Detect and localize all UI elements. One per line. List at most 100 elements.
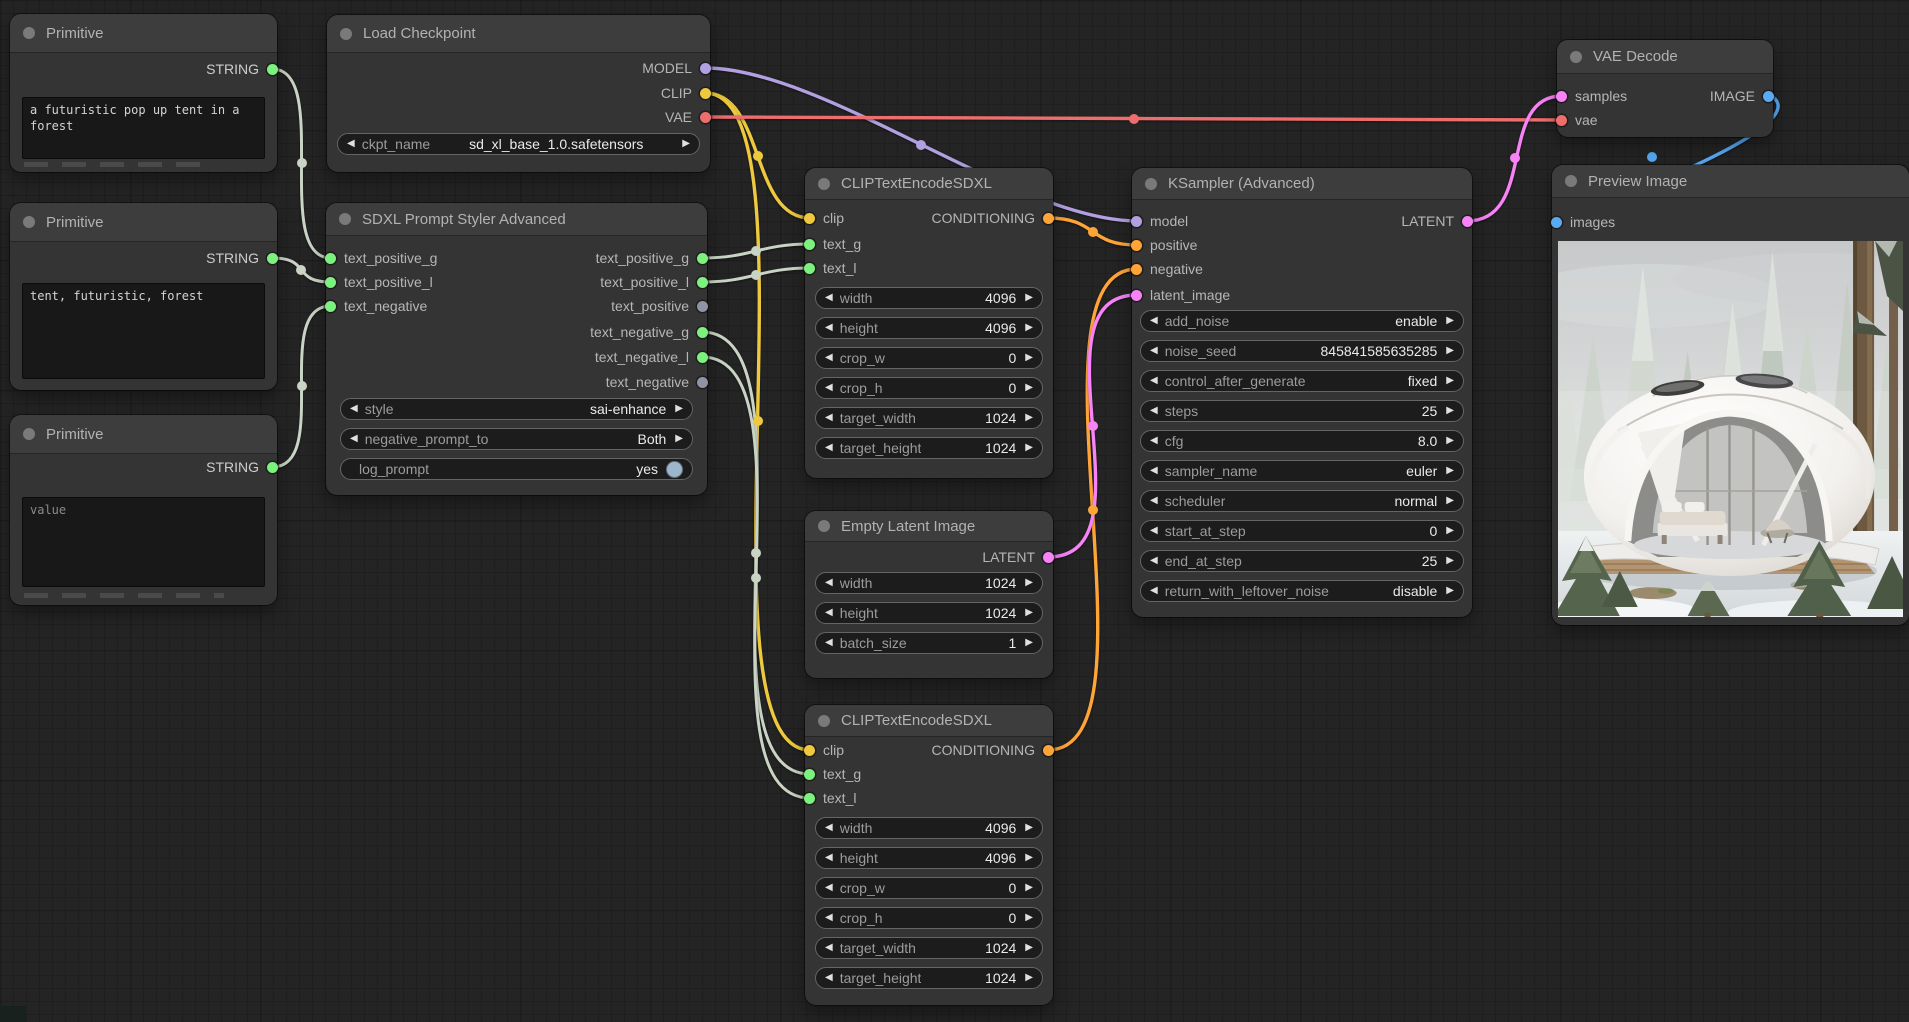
input-slot-clip[interactable]: clip bbox=[804, 208, 844, 228]
widget-right-arrow-icon[interactable]: ▶ bbox=[1025, 412, 1033, 423]
node-collapse-dot-icon[interactable] bbox=[23, 27, 35, 39]
output-slot-text-negative-g[interactable]: text_negative_g bbox=[590, 322, 708, 342]
widget-add-noise[interactable]: ◀ add_noise enable ▶ bbox=[1140, 310, 1464, 332]
widget-left-arrow-icon[interactable]: ◀ bbox=[350, 433, 358, 444]
node-clip-text-encode-bottom[interactable]: CLIPTextEncodeSDXL clip CONDITIONING tex… bbox=[804, 705, 1054, 1005]
widget-width[interactable]: ◀ width 1024 ▶ bbox=[815, 572, 1043, 594]
output-slot-dot[interactable] bbox=[1043, 212, 1054, 224]
input-slot-text-negative[interactable]: text_negative bbox=[325, 296, 427, 316]
input-slot-dot[interactable] bbox=[1131, 215, 1142, 227]
node-titlebar[interactable]: Load Checkpoint bbox=[327, 15, 710, 52]
output-slot-dot[interactable] bbox=[267, 461, 278, 473]
widget-left-arrow-icon[interactable]: ◀ bbox=[825, 972, 833, 983]
output-slot-dot[interactable] bbox=[697, 351, 708, 363]
input-slot-dot[interactable] bbox=[804, 262, 815, 274]
input-slot-dot[interactable] bbox=[804, 768, 815, 780]
widget-noise-seed[interactable]: ◀ noise_seed 845841585635285 ▶ bbox=[1140, 340, 1464, 362]
node-collapse-dot-icon[interactable] bbox=[340, 27, 352, 40]
output-slot-clip[interactable]: CLIP bbox=[661, 83, 711, 103]
widget-right-arrow-icon[interactable]: ▶ bbox=[1025, 577, 1033, 588]
output-slot-text-negative-l[interactable]: text_negative_l bbox=[595, 347, 708, 367]
node-titlebar[interactable]: VAE Decode bbox=[1557, 40, 1773, 73]
widget-left-arrow-icon[interactable]: ◀ bbox=[825, 442, 833, 453]
widget-right-arrow-icon[interactable]: ▶ bbox=[1025, 637, 1033, 648]
input-slot-dot[interactable] bbox=[325, 300, 336, 312]
widget-right-arrow-icon[interactable]: ▶ bbox=[1025, 322, 1033, 333]
widget-crop-h[interactable]: ◀ crop_h 0 ▶ bbox=[815, 377, 1043, 399]
widget-right-arrow-icon[interactable]: ▶ bbox=[1025, 852, 1033, 863]
output-slot-latent[interactable]: LATENT bbox=[1401, 211, 1473, 231]
widget-negative-prompt-to[interactable]: ◀ negative_prompt_to Both ▶ bbox=[340, 428, 693, 450]
input-slot-dot[interactable] bbox=[325, 252, 336, 264]
widget-right-arrow-icon[interactable]: ▶ bbox=[1446, 465, 1454, 476]
output-slot-dot[interactable] bbox=[267, 63, 278, 75]
widget-right-arrow-icon[interactable]: ▶ bbox=[1446, 345, 1454, 356]
widget-left-arrow-icon[interactable]: ◀ bbox=[350, 403, 358, 414]
widget-crop-w[interactable]: ◀ crop_w 0 ▶ bbox=[815, 877, 1043, 899]
input-slot-dot[interactable] bbox=[804, 212, 815, 224]
output-slot-dot[interactable] bbox=[700, 62, 711, 74]
input-slot-text-l[interactable]: text_l bbox=[804, 258, 856, 278]
widget-left-arrow-icon[interactable]: ◀ bbox=[825, 412, 833, 423]
output-slot-model[interactable]: MODEL bbox=[642, 58, 711, 78]
widget-left-arrow-icon[interactable]: ◀ bbox=[1150, 465, 1158, 476]
output-slot-latent[interactable]: LATENT bbox=[982, 547, 1054, 567]
input-slot-positive[interactable]: positive bbox=[1131, 235, 1197, 255]
widget-left-arrow-icon[interactable]: ◀ bbox=[825, 912, 833, 923]
output-slot-dot[interactable] bbox=[697, 326, 708, 338]
widget-right-arrow-icon[interactable]: ▶ bbox=[1025, 822, 1033, 833]
output-slot-dot[interactable] bbox=[697, 276, 708, 288]
widget-right-arrow-icon[interactable]: ▶ bbox=[1025, 972, 1033, 983]
widget-style[interactable]: ◀ style sai-enhance ▶ bbox=[340, 398, 693, 420]
output-slot-text-negative[interactable]: text_negative bbox=[606, 372, 708, 392]
widget-right-arrow-icon[interactable]: ▶ bbox=[1446, 585, 1454, 596]
widget-target-height[interactable]: ◀ target_height 1024 ▶ bbox=[815, 437, 1043, 459]
output-slot-dot[interactable] bbox=[1043, 744, 1054, 756]
node-titlebar[interactable]: SDXL Prompt Styler Advanced bbox=[326, 203, 707, 235]
output-slot-string[interactable]: STRING bbox=[206, 59, 278, 79]
node-primitive-2[interactable]: Primitive STRING tent, futuristic, fores… bbox=[10, 203, 278, 390]
widget-left-arrow-icon[interactable]: ◀ bbox=[825, 852, 833, 863]
input-slot-negative[interactable]: negative bbox=[1131, 259, 1203, 279]
widget-batch-size[interactable]: ◀ batch_size 1 ▶ bbox=[815, 632, 1043, 654]
input-slot-dot[interactable] bbox=[325, 276, 336, 288]
widget-left-arrow-icon[interactable]: ◀ bbox=[1150, 315, 1158, 326]
output-slot-image[interactable]: IMAGE bbox=[1710, 86, 1774, 106]
output-slot-dot[interactable] bbox=[1043, 551, 1054, 563]
widget-right-arrow-icon[interactable]: ▶ bbox=[1446, 495, 1454, 506]
widget-start-at-step[interactable]: ◀ start_at_step 0 ▶ bbox=[1140, 520, 1464, 542]
widget-right-arrow-icon[interactable]: ▶ bbox=[1446, 405, 1454, 416]
widget-left-arrow-icon[interactable]: ◀ bbox=[1150, 375, 1158, 386]
node-collapse-dot-icon[interactable] bbox=[818, 714, 830, 727]
input-slot-images[interactable]: images bbox=[1551, 212, 1615, 232]
input-slot-text-l[interactable]: text_l bbox=[804, 788, 856, 808]
widget-height[interactable]: ◀ height 1024 ▶ bbox=[815, 602, 1043, 624]
output-slot-dot[interactable] bbox=[267, 252, 278, 264]
widget-ckpt-name[interactable]: ◀ ckpt_name sd_xl_base_1.0.safetensors ▶ bbox=[337, 133, 700, 155]
node-titlebar[interactable]: Primitive bbox=[10, 14, 277, 52]
widget-left-arrow-icon[interactable]: ◀ bbox=[825, 577, 833, 588]
input-slot-text-g[interactable]: text_g bbox=[804, 234, 861, 254]
output-slot-vae[interactable]: VAE bbox=[665, 107, 711, 127]
widget-width[interactable]: ◀ width 4096 ▶ bbox=[815, 817, 1043, 839]
widget-left-arrow-icon[interactable]: ◀ bbox=[825, 822, 833, 833]
widget-right-arrow-icon[interactable]: ▶ bbox=[1446, 435, 1454, 446]
node-titlebar[interactable]: CLIPTextEncodeSDXL bbox=[805, 705, 1053, 736]
input-slot-dot[interactable] bbox=[1556, 90, 1567, 102]
output-slot-conditioning[interactable]: CONDITIONING bbox=[932, 208, 1054, 228]
node-collapse-dot-icon[interactable] bbox=[23, 216, 35, 228]
output-slot-dot[interactable] bbox=[697, 252, 708, 264]
input-slot-dot[interactable] bbox=[804, 744, 815, 756]
widget-left-arrow-icon[interactable]: ◀ bbox=[1150, 525, 1158, 536]
input-slot-samples[interactable]: samples bbox=[1556, 86, 1627, 106]
widget-left-arrow-icon[interactable]: ◀ bbox=[1150, 585, 1158, 596]
widget-width[interactable]: ◀ width 4096 ▶ bbox=[815, 287, 1043, 309]
output-slot-string[interactable]: STRING bbox=[206, 457, 278, 477]
input-slot-dot[interactable] bbox=[1131, 263, 1142, 275]
input-slot-clip[interactable]: clip bbox=[804, 740, 844, 760]
input-slot-dot[interactable] bbox=[1551, 216, 1562, 228]
input-slot-dot[interactable] bbox=[1131, 289, 1142, 301]
widget-left-arrow-icon[interactable]: ◀ bbox=[1150, 345, 1158, 356]
node-titlebar[interactable]: Primitive bbox=[10, 203, 277, 241]
widget-left-arrow-icon[interactable]: ◀ bbox=[347, 138, 355, 149]
